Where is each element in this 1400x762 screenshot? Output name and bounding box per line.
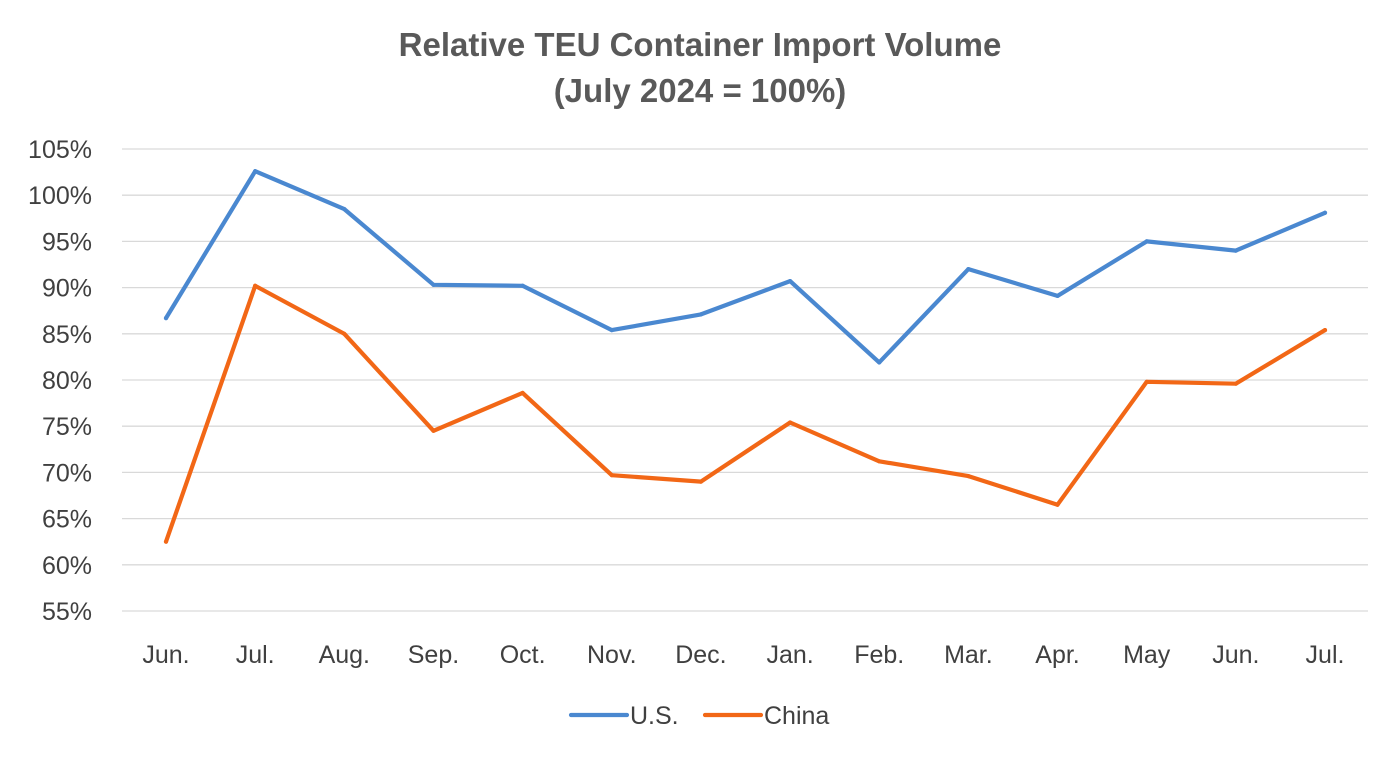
- data-point-u-s: [966, 267, 971, 272]
- data-point-u-s: [609, 328, 614, 333]
- series-lines: [163, 169, 1328, 544]
- x-tick-label: Jan.: [766, 641, 813, 669]
- y-tick-label: 65%: [42, 506, 92, 534]
- x-tick-label: May: [1123, 641, 1171, 669]
- y-axis-tick-labels: 55% 60% 65% 70% 75% 80% 85% 90% 95% 100% 105%: [28, 136, 92, 626]
- data-point-china: [1055, 502, 1060, 507]
- data-point-u-s: [1055, 293, 1060, 299]
- x-tick-label: Mar.: [944, 641, 993, 669]
- series-line-china: [163, 283, 1328, 544]
- x-tick-label: Sep.: [408, 641, 459, 669]
- y-tick-label: 55%: [42, 598, 92, 626]
- data-point-china: [163, 539, 169, 544]
- legend-label-china: China: [764, 702, 829, 730]
- data-point-china: [520, 390, 525, 396]
- x-tick-label: Oct.: [500, 641, 546, 669]
- data-point-u-s: [431, 282, 436, 287]
- data-point-china: [698, 479, 704, 484]
- data-point-u-s: [163, 315, 169, 321]
- data-point-china: [431, 428, 436, 433]
- legend: U.S. China: [568, 702, 829, 730]
- data-point-u-s: [342, 206, 347, 212]
- data-point-u-s: [698, 312, 704, 317]
- series-line-u-s: [163, 169, 1328, 365]
- chart-title-line-2: (July 2024 = 100%): [554, 72, 847, 109]
- data-point-china: [1233, 381, 1238, 386]
- data-point-u-s: [1233, 248, 1238, 253]
- y-tick-label: 95%: [42, 228, 92, 256]
- y-tick-label: 105%: [28, 136, 92, 164]
- data-point-china: [877, 459, 882, 464]
- data-point-china: [253, 283, 258, 288]
- data-point-u-s: [1322, 210, 1328, 215]
- y-tick-label: 80%: [42, 367, 92, 395]
- x-tick-label: Nov.: [587, 641, 637, 669]
- y-tick-label: 70%: [42, 459, 92, 487]
- y-tick-label: 90%: [42, 275, 92, 303]
- chart-title: Relative TEU Container Import Volume (Ju…: [399, 26, 1002, 109]
- data-point-u-s: [787, 279, 793, 284]
- y-tick-label: 75%: [42, 413, 92, 441]
- data-point-china: [609, 473, 614, 478]
- gridlines: [122, 148, 1368, 612]
- data-point-u-s: [877, 360, 882, 365]
- y-tick-label: 100%: [28, 182, 92, 210]
- y-tick-label: 60%: [42, 552, 92, 580]
- data-point-u-s: [1144, 239, 1149, 244]
- x-tick-label: Feb.: [854, 641, 904, 669]
- x-axis-tick-labels: Jun. Jul. Aug. Sep. Oct. Nov. Dec. Jan. Feb. Mar.…: [142, 641, 1344, 669]
- data-point-china: [966, 473, 971, 479]
- x-tick-label: Jul.: [1306, 641, 1345, 669]
- data-point-china: [787, 420, 793, 425]
- data-point-china: [1322, 328, 1328, 333]
- x-tick-label: Aug.: [319, 641, 370, 669]
- x-tick-label: Jun.: [142, 641, 189, 669]
- data-point-u-s: [253, 169, 258, 174]
- data-point-china: [1144, 379, 1149, 384]
- x-tick-label: Dec.: [675, 641, 726, 669]
- chart-title-line-1: Relative TEU Container Import Volume: [399, 26, 1002, 63]
- y-tick-label: 85%: [42, 321, 92, 349]
- x-tick-label: Apr.: [1035, 641, 1079, 669]
- data-point-u-s: [520, 283, 525, 288]
- x-tick-label: Jul.: [236, 641, 275, 669]
- x-tick-label: Jun.: [1212, 641, 1259, 669]
- legend-label-u-s: U.S.: [630, 702, 679, 730]
- data-point-china: [342, 331, 347, 336]
